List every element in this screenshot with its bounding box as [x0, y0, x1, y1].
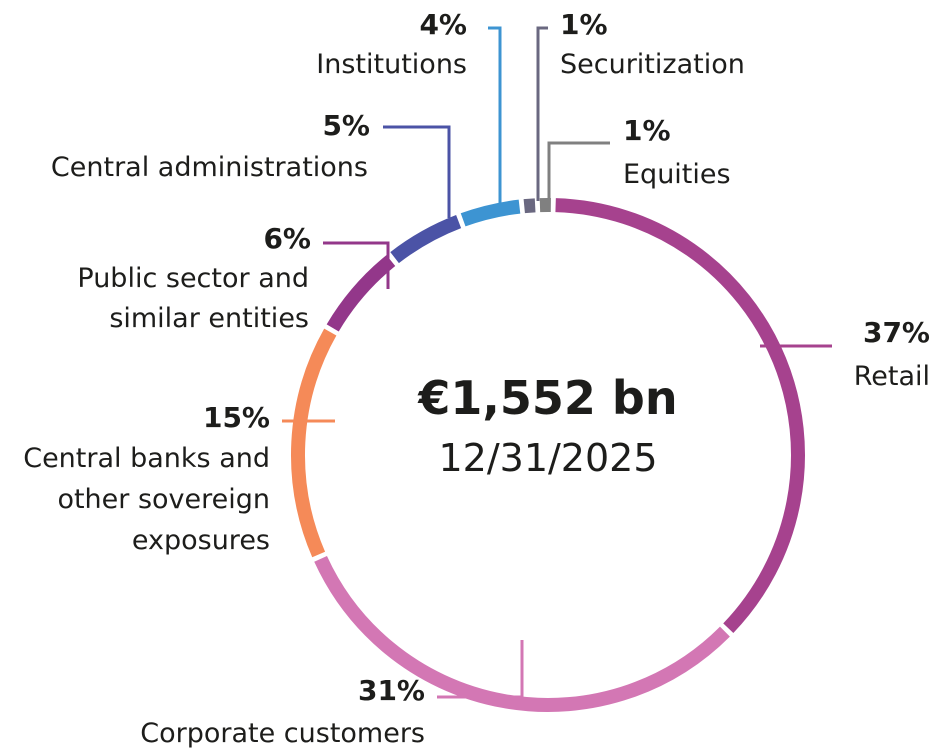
leader-institutions: [488, 26, 502, 203]
label-central-banks-and-other-sovereign-exposures: Central banks and: [23, 443, 270, 474]
leader-equities: [547, 141, 610, 201]
leader-corporate-customers: [437, 640, 524, 699]
percent-central-banks-and-other-sovereign-exposures: 15%: [203, 401, 270, 434]
label-corporate-customers: Corporate customers: [140, 718, 425, 749]
percent-securitization: 1%: [560, 8, 608, 41]
slice-labels: 37% Retail 31% Corporate customers 15% Centra…: [23, 8, 930, 749]
slice-retail: [555, 198, 805, 634]
label-public-sector-and-similar-entities: similar entities: [109, 303, 309, 334]
center-total: €1,552 bn: [417, 371, 677, 425]
leader-lines: [282, 26, 832, 699]
percent-equities: 1%: [623, 114, 671, 147]
slice-central-banks-and-other-sovereign-exposures: [291, 328, 337, 558]
slice-corporate-customers: [314, 555, 730, 712]
label-retail: Retail: [854, 361, 930, 392]
label-public-sector-and-similar-entities: Public sector and: [77, 263, 309, 294]
label-securitization: Securitization: [560, 49, 745, 80]
leader-public-sector-and-similar-entities: [323, 241, 390, 289]
percent-corporate-customers: 31%: [358, 674, 425, 707]
slice-public-sector-and-similar-entities: [326, 255, 396, 332]
percent-public-sector-and-similar-entities: 6%: [263, 222, 311, 255]
label-institutions: Institutions: [316, 49, 467, 80]
label-equities: Equities: [623, 159, 731, 190]
center-date: 12/31/2025: [438, 436, 657, 480]
slice-institutions: [460, 199, 521, 227]
leader-central-administrations: [383, 125, 451, 218]
percent-institutions: 4%: [419, 8, 467, 41]
leader-securitization: [536, 26, 548, 201]
label-central-banks-and-other-sovereign-exposures: exposures: [132, 525, 270, 556]
label-central-administrations: Central administrations: [51, 152, 368, 183]
percent-retail: 37%: [863, 316, 930, 349]
slice-securitization: [523, 198, 536, 214]
slice-central-administrations: [390, 214, 462, 264]
percent-central-administrations: 5%: [322, 109, 370, 142]
donut-ring: [291, 198, 805, 712]
label-central-banks-and-other-sovereign-exposures: other sovereign: [57, 484, 270, 515]
